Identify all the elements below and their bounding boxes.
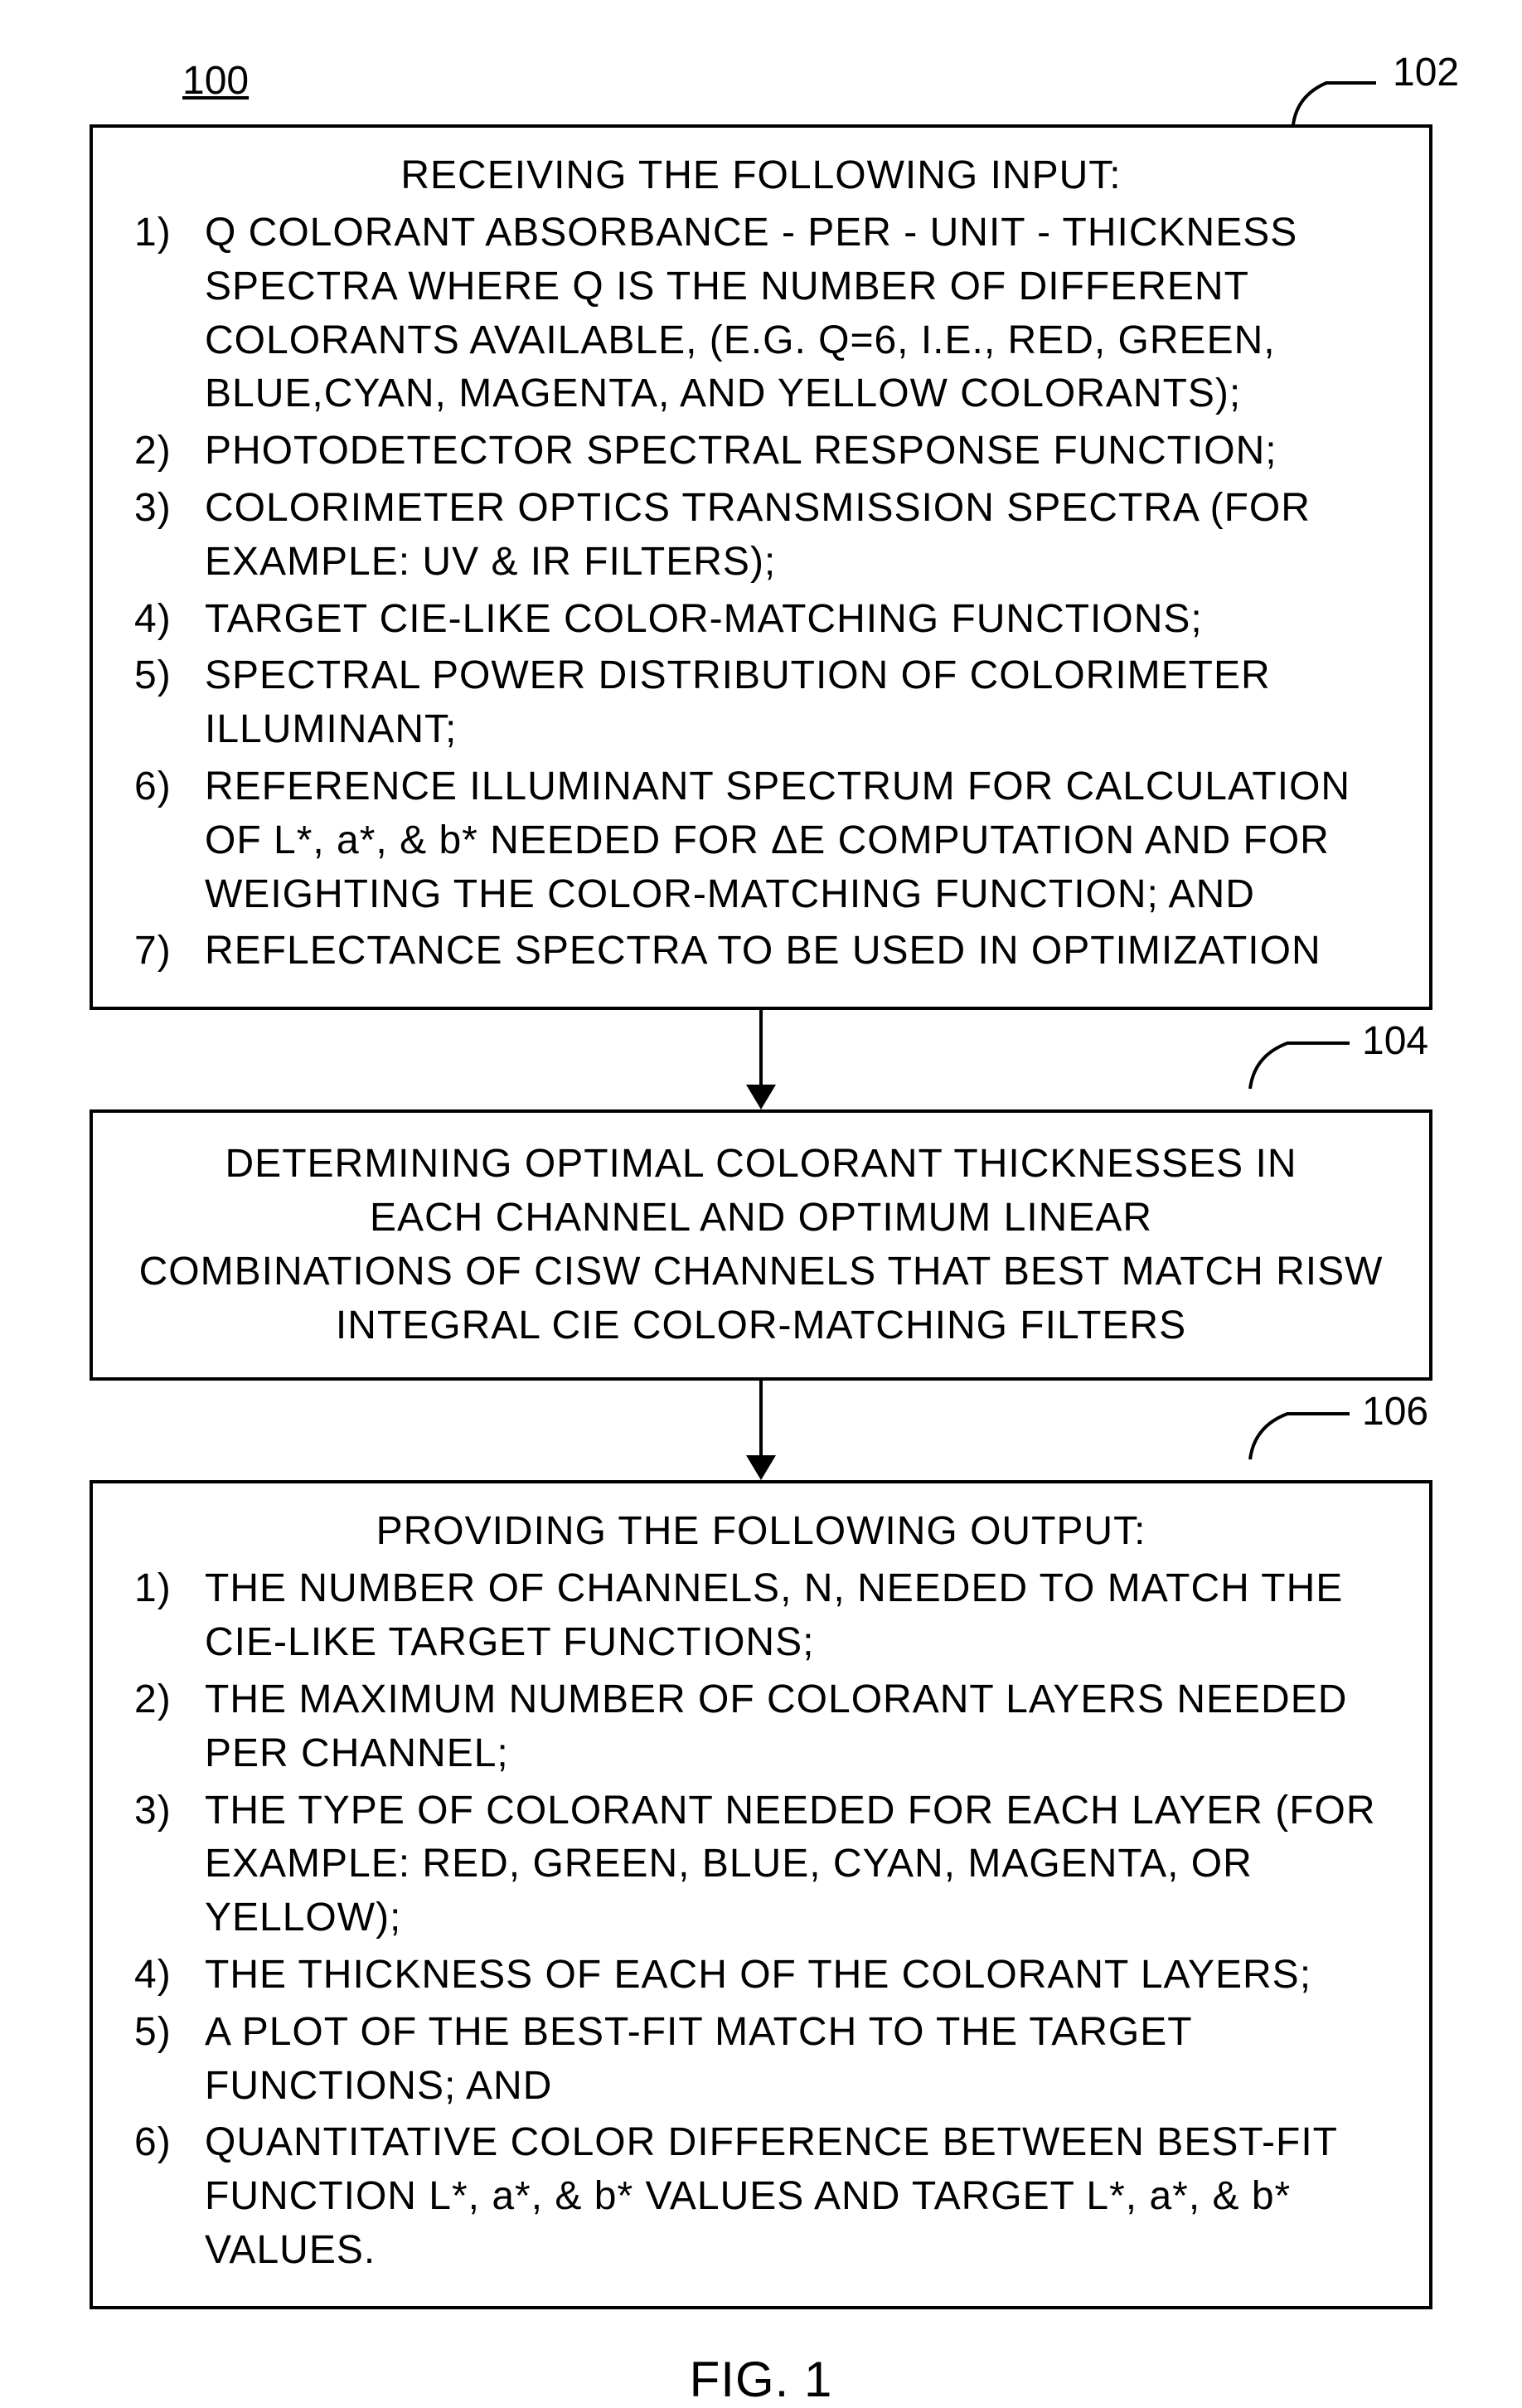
item-number: 3) (134, 1784, 205, 1945)
ref-label-100: 100 (182, 58, 249, 104)
item-text: REFERENCE ILLUMINANT SPECTRUM FOR CALCUL… (205, 760, 1388, 921)
figure-caption: FIG. 1 (66, 2351, 1456, 2408)
arrow-102-to-104: 104 (90, 1010, 1432, 1109)
item-number: 1) (134, 1562, 205, 1670)
item-number: 7) (134, 925, 205, 978)
box-102-item: 2)PHOTODETECTOR SPECTRAL RESPONSE FUNCTI… (134, 425, 1388, 478)
box-106-item: 5)A PLOT OF THE BEST-FIT MATCH TO THE TA… (134, 2006, 1388, 2114)
box-102-item: 4)TARGET CIE-LIKE COLOR-MATCHING FUNCTIO… (134, 593, 1388, 647)
item-text: QUANTITATIVE COLOR DIFFERENCE BETWEEN BE… (205, 2116, 1388, 2277)
box-106: PROVIDING THE FOLLOWING OUTPUT: 1)THE NU… (90, 1480, 1432, 2308)
box-106-item: 6)QUANTITATIVE COLOR DIFFERENCE BETWEEN … (134, 2116, 1388, 2277)
item-text: Q COLORANT ABSORBANCE - PER - UNIT - THI… (205, 206, 1388, 421)
item-text: PHOTODETECTOR SPECTRAL RESPONSE FUNCTION… (205, 425, 1388, 478)
item-number: 5) (134, 649, 205, 757)
item-text: COLORIMETER OPTICS TRANSMISSION SPECTRA … (205, 482, 1388, 590)
box-106-item: 3)THE TYPE OF COLORANT NEEDED FOR EACH L… (134, 1784, 1388, 1945)
item-number: 2) (134, 425, 205, 478)
box-106-item: 1)THE NUMBER OF CHANNELS, N, NEEDED TO M… (134, 1562, 1388, 1670)
box-102-item: 5)SPECTRAL POWER DISTRIBUTION OF COLORIM… (134, 649, 1388, 757)
item-number: 4) (134, 593, 205, 647)
box-102-item: 6)REFERENCE ILLUMINANT SPECTRUM FOR CALC… (134, 760, 1388, 921)
item-text: THE MAXIMUM NUMBER OF COLORANT LAYERS NE… (205, 1673, 1388, 1781)
item-text: A PLOT OF THE BEST-FIT MATCH TO THE TARG… (205, 2006, 1388, 2114)
item-text: THE TYPE OF COLORANT NEEDED FOR EACH LAY… (205, 1784, 1388, 1945)
item-text: THE THICKNESS OF EACH OF THE COLORANT LA… (205, 1949, 1388, 2003)
item-number: 4) (134, 1949, 205, 2003)
box-102-item: 3)COLORIMETER OPTICS TRANSMISSION SPECTR… (134, 482, 1388, 590)
box-102-item: 1)Q COLORANT ABSORBANCE - PER - UNIT - T… (134, 206, 1388, 421)
box-102: RECEIVING THE FOLLOWING INPUT: 1)Q COLOR… (90, 124, 1432, 1010)
box-102-item: 7)REFLECTANCE SPECTRA TO BE USED IN OPTI… (134, 925, 1388, 978)
ref-label-104: 104 (1362, 1018, 1428, 1064)
arrow-104-to-106: 106 (90, 1381, 1432, 1480)
item-number: 1) (134, 206, 205, 421)
figure-page: 100 102 RECEIVING THE FOLLOWING INPUT: 1… (0, 0, 1522, 2397)
box-106-item: 4)THE THICKNESS OF EACH OF THE COLORANT … (134, 1949, 1388, 2003)
box-104-line: INTEGRAL CIE COLOR-MATCHING FILTERS (126, 1299, 1396, 1353)
item-number: 6) (134, 2116, 205, 2277)
box-104-line: DETERMINING OPTIMAL COLORANT THICKNESSES… (126, 1138, 1396, 1192)
box-106-title: PROVIDING THE FOLLOWING OUTPUT: (134, 1508, 1388, 1554)
ref-label-106: 106 (1362, 1389, 1428, 1435)
box-104-line: COMBINATIONS OF CISW CHANNELS THAT BEST … (126, 1245, 1396, 1299)
ref-label-102: 102 (1393, 50, 1459, 95)
item-number: 3) (134, 482, 205, 590)
item-number: 5) (134, 2006, 205, 2114)
box-104-line: EACH CHANNEL AND OPTIMUM LINEAR (126, 1192, 1396, 1245)
box-104: DETERMINING OPTIMAL COLORANT THICKNESSES… (90, 1109, 1432, 1381)
item-text: TARGET CIE-LIKE COLOR-MATCHING FUNCTIONS… (205, 593, 1388, 647)
item-text: REFLECTANCE SPECTRA TO BE USED IN OPTIMI… (205, 925, 1388, 978)
item-number: 6) (134, 760, 205, 921)
item-text: SPECTRAL POWER DISTRIBUTION OF COLORIMET… (205, 649, 1388, 757)
box-106-item: 2)THE MAXIMUM NUMBER OF COLORANT LAYERS … (134, 1673, 1388, 1781)
box-102-title: RECEIVING THE FOLLOWING INPUT: (134, 153, 1388, 198)
item-text: THE NUMBER OF CHANNELS, N, NEEDED TO MAT… (205, 1562, 1388, 1670)
item-number: 2) (134, 1673, 205, 1781)
